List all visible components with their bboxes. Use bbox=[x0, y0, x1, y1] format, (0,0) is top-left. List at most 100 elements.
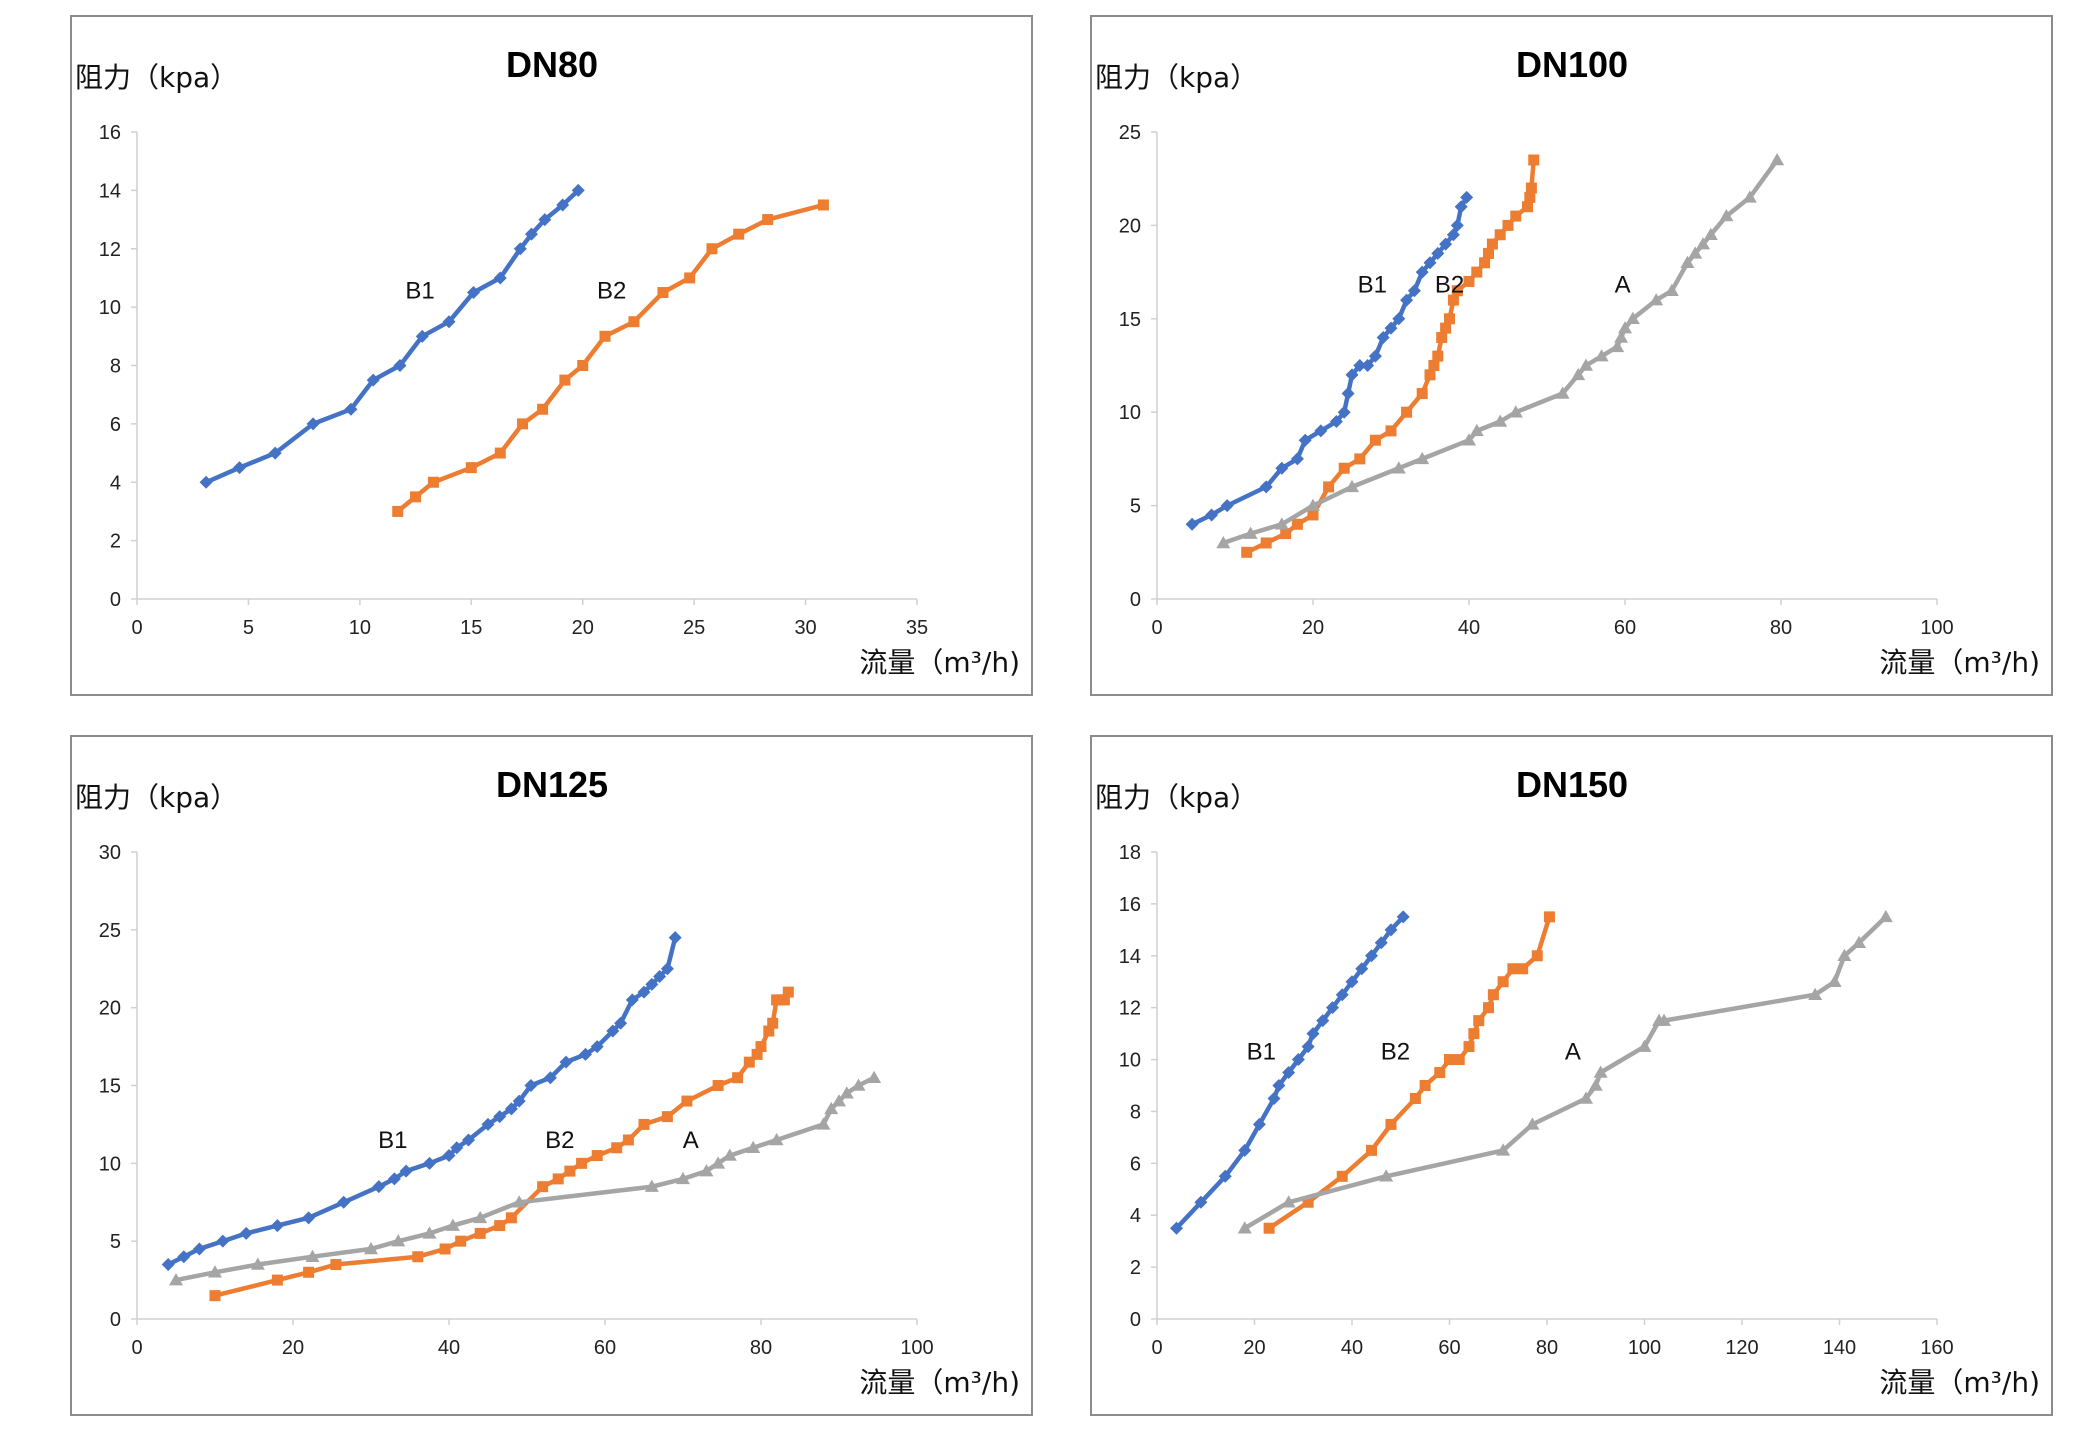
data-point bbox=[1618, 321, 1632, 334]
x-tick-label: 40 bbox=[438, 1337, 460, 1359]
data-point bbox=[733, 228, 745, 240]
series-b2 bbox=[392, 199, 829, 517]
data-point bbox=[746, 1140, 761, 1154]
chart-title: DN150 bbox=[1516, 764, 1628, 805]
data-point bbox=[1680, 255, 1695, 269]
data-point bbox=[1361, 359, 1375, 372]
y-tick-label: 12 bbox=[1119, 998, 1141, 1020]
y-tick-label: 15 bbox=[1119, 309, 1141, 331]
data-point bbox=[1543, 911, 1555, 923]
y-tick-label: 16 bbox=[1119, 894, 1141, 916]
data-point bbox=[1415, 265, 1429, 279]
data-point bbox=[216, 1234, 230, 1248]
data-point bbox=[625, 993, 639, 1007]
data-point bbox=[1301, 1040, 1315, 1054]
data-point bbox=[169, 1273, 183, 1286]
data-point bbox=[1827, 974, 1842, 987]
data-point bbox=[817, 199, 829, 211]
data-point bbox=[1401, 406, 1413, 418]
data-point bbox=[1742, 190, 1757, 203]
data-point bbox=[1451, 285, 1463, 297]
data-point bbox=[161, 1258, 175, 1272]
x-tick-label: 20 bbox=[1243, 1337, 1265, 1359]
data-point bbox=[1531, 950, 1543, 962]
data-point bbox=[1434, 1067, 1446, 1079]
y-tick-label: 10 bbox=[99, 297, 121, 319]
data-point bbox=[1314, 424, 1328, 438]
data-point bbox=[1194, 1195, 1208, 1209]
data-point bbox=[1428, 360, 1440, 371]
data-point bbox=[1571, 367, 1586, 381]
series-line-a bbox=[1242, 914, 1889, 1231]
data-point bbox=[1379, 1169, 1394, 1182]
x-tick-label: 20 bbox=[1302, 617, 1324, 639]
data-point bbox=[423, 1156, 436, 1170]
data-point bbox=[233, 461, 247, 475]
data-point bbox=[524, 1079, 538, 1092]
data-point bbox=[1298, 433, 1312, 447]
data-point bbox=[1368, 349, 1382, 363]
data-point bbox=[1432, 350, 1444, 362]
x-tick-label: 35 bbox=[906, 617, 928, 639]
x-tick-label: 120 bbox=[1725, 1337, 1758, 1359]
data-point bbox=[614, 1016, 628, 1030]
data-point bbox=[1431, 246, 1445, 260]
data-point bbox=[1463, 275, 1475, 287]
data-point bbox=[1588, 1078, 1603, 1091]
data-point bbox=[1338, 462, 1350, 474]
chart-title: DN100 bbox=[1516, 44, 1628, 85]
data-point bbox=[552, 1173, 564, 1185]
data-point bbox=[1436, 331, 1448, 343]
x-tick-label: 100 bbox=[1920, 617, 1953, 639]
data-point bbox=[637, 985, 651, 999]
y-tick-label: 25 bbox=[1119, 122, 1141, 144]
series-label: A bbox=[1615, 272, 1631, 299]
data-point bbox=[824, 1101, 839, 1115]
data-point bbox=[1502, 219, 1514, 231]
data-point bbox=[1384, 321, 1398, 335]
data-point bbox=[767, 1017, 779, 1029]
data-point bbox=[1274, 517, 1289, 530]
data-point bbox=[782, 986, 794, 998]
data-point bbox=[1337, 405, 1351, 419]
data-point bbox=[1385, 425, 1397, 437]
data-point bbox=[1241, 546, 1253, 558]
data-point bbox=[1419, 1080, 1431, 1091]
y-tick-label: 2 bbox=[110, 531, 121, 553]
data-point bbox=[590, 1040, 604, 1054]
series-b2 bbox=[1263, 911, 1555, 1234]
y-tick-label: 14 bbox=[1119, 946, 1141, 968]
data-point bbox=[1290, 452, 1304, 466]
data-point bbox=[465, 462, 477, 474]
data-point bbox=[657, 287, 669, 299]
data-point bbox=[1354, 453, 1366, 465]
data-point bbox=[1614, 330, 1629, 343]
chart-panel-dn100: DN100 阻力（kpa） 流量（m³/h) 0 5 10 15 20 25 0 20 40 60 80 1… bbox=[1090, 15, 2053, 696]
data-point bbox=[1275, 461, 1289, 475]
data-point bbox=[1473, 1015, 1485, 1027]
data-point bbox=[1409, 1092, 1421, 1104]
data-point bbox=[1471, 266, 1483, 278]
data-point bbox=[303, 1266, 315, 1278]
x-tick-label: 40 bbox=[1341, 1337, 1363, 1359]
series-label: B2 bbox=[545, 1127, 574, 1154]
data-point bbox=[538, 213, 552, 227]
data-point bbox=[239, 1226, 253, 1240]
data-point bbox=[1416, 388, 1428, 400]
data-point bbox=[1447, 294, 1459, 306]
x-tick-label: 80 bbox=[1536, 1337, 1558, 1359]
x-tick-label: 160 bbox=[1920, 1337, 1953, 1359]
data-point bbox=[302, 1211, 316, 1225]
data-point bbox=[1424, 369, 1436, 381]
data-point bbox=[1555, 386, 1570, 399]
data-point bbox=[306, 417, 320, 431]
series-a bbox=[169, 1070, 882, 1286]
series-label: A bbox=[1565, 1039, 1581, 1066]
data-point bbox=[1291, 518, 1303, 530]
series-b1 bbox=[1185, 190, 1474, 531]
y-tick-label: 6 bbox=[1130, 1153, 1141, 1175]
data-point bbox=[1496, 1143, 1511, 1156]
data-point bbox=[668, 931, 682, 945]
data-point bbox=[270, 1219, 284, 1233]
data-point bbox=[494, 1220, 506, 1232]
